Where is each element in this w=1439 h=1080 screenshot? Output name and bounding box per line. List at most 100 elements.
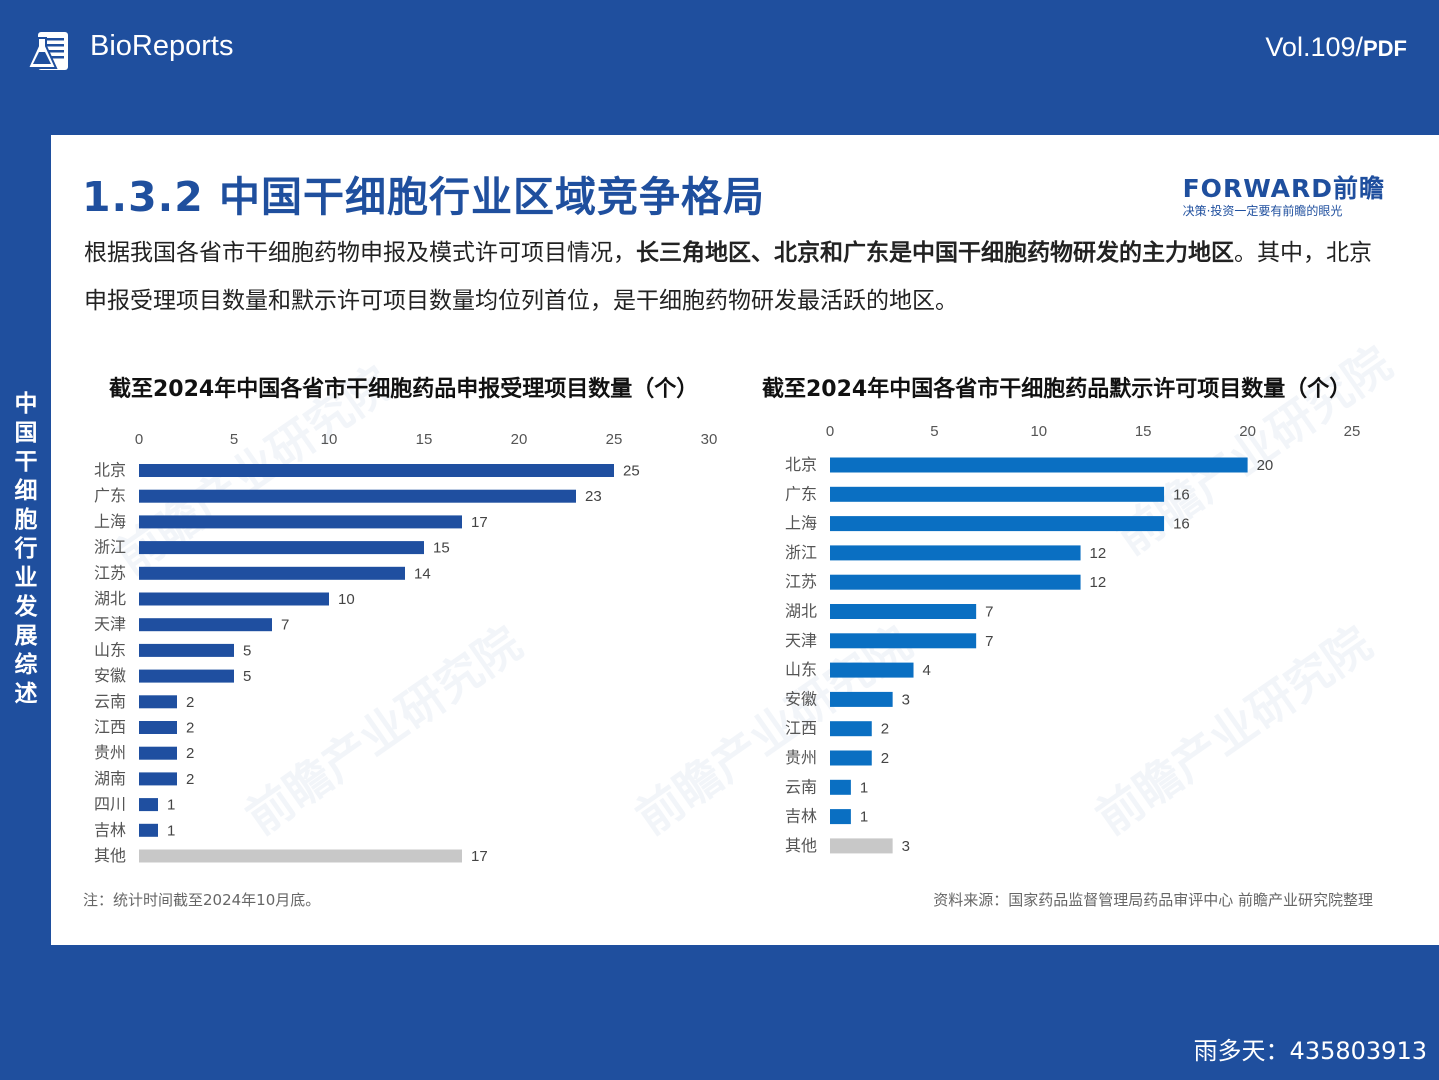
bar-浙江 xyxy=(139,541,424,555)
category-label: 云南 xyxy=(785,778,817,796)
bar-安徽 xyxy=(139,669,234,683)
category-label: 安徽 xyxy=(785,690,817,708)
bar-吉林 xyxy=(830,809,851,825)
bar-贵州 xyxy=(830,750,872,766)
bar-上海 xyxy=(139,515,462,529)
bar-value-label: 23 xyxy=(585,488,602,505)
bar-value-label: 17 xyxy=(471,514,488,531)
category-label: 北京 xyxy=(94,462,126,480)
bar-湖南 xyxy=(139,772,177,786)
x-tick-label: 5 xyxy=(230,431,238,448)
category-label: 天津 xyxy=(94,616,126,634)
bar-value-label: 17 xyxy=(471,848,488,865)
footnote: 注：统计时间截至2024年10月底。 xyxy=(83,891,321,909)
bar-value-label: 3 xyxy=(902,691,910,708)
bar-value-label: 2 xyxy=(186,694,194,711)
bar-value-label: 3 xyxy=(902,838,910,855)
bar-value-label: 1 xyxy=(860,779,868,796)
category-label: 北京 xyxy=(785,456,817,474)
x-tick-label: 5 xyxy=(930,423,938,440)
bar-value-label: 15 xyxy=(433,540,450,557)
flask-document-icon xyxy=(26,32,68,70)
bar-value-label: 4 xyxy=(923,662,931,679)
x-tick-label: 10 xyxy=(1030,423,1047,440)
bar-广东 xyxy=(830,486,1165,502)
intro-paragraph: 根据我国各省市干细胞药物申报及模式许可项目情况，长三角地区、北京和广东是中国干细… xyxy=(84,229,1384,325)
bar-四川 xyxy=(139,798,158,812)
category-label: 湖北 xyxy=(94,590,126,608)
category-label: 山东 xyxy=(94,641,126,659)
bar-value-label: 7 xyxy=(985,633,993,650)
bar-北京 xyxy=(830,457,1248,473)
bar-value-label: 25 xyxy=(623,463,640,480)
bar-value-label: 2 xyxy=(186,745,194,762)
vertical-section-title: 中国干细胞行业发展综述 xyxy=(14,391,38,707)
category-label: 天津 xyxy=(785,632,817,650)
bar-value-label: 7 xyxy=(985,604,993,621)
bar-value-label: 16 xyxy=(1173,486,1190,503)
intro-text-bold: 长三角地区、北京和广东是中国干细胞药物研发的主力地区 xyxy=(636,240,1234,266)
bar-value-label: 12 xyxy=(1090,574,1107,591)
x-tick-label: 25 xyxy=(1344,423,1361,440)
content-card: 前瞻产业研究院 前瞻产业研究院 前瞻产业研究院 前瞻产业研究院 前瞻产业研究院 … xyxy=(51,135,1439,945)
bar-value-label: 2 xyxy=(186,720,194,737)
data-source: 资料来源：国家药品监督管理局药品审评中心 前瞻产业研究院整理 xyxy=(933,891,1373,909)
bar-贵州 xyxy=(139,746,177,760)
bar-value-label: 12 xyxy=(1090,545,1107,562)
bar-value-label: 1 xyxy=(167,797,175,814)
bar-其他 xyxy=(139,849,462,863)
volume-label: Vol.109/PDF xyxy=(1265,32,1407,63)
bar-value-label: 10 xyxy=(338,591,355,608)
category-label: 江西 xyxy=(785,720,817,738)
left-chart-title: 截至2024年中国各省市干细胞药品申报受理项目数量（个） xyxy=(109,377,699,402)
bar-天津 xyxy=(139,618,272,632)
x-tick-label: 20 xyxy=(511,431,528,448)
category-label: 浙江 xyxy=(785,544,817,562)
forward-slogan: 决策·投资一定要有前瞻的眼光 xyxy=(1182,204,1343,218)
category-label: 其他 xyxy=(94,847,126,865)
bar-value-label: 5 xyxy=(243,668,251,685)
bar-江苏 xyxy=(830,574,1081,590)
bar-value-label: 16 xyxy=(1173,516,1190,533)
bar-value-label: 20 xyxy=(1257,457,1274,474)
right-chart-title: 截至2024年中国各省市干细胞药品默示许可项目数量（个） xyxy=(762,377,1352,402)
x-tick-label: 10 xyxy=(321,431,338,448)
bar-湖北 xyxy=(139,592,329,606)
bar-山东 xyxy=(139,643,234,657)
bar-北京 xyxy=(139,464,614,477)
category-label: 四川 xyxy=(94,797,126,814)
bar-value-label: 2 xyxy=(881,750,889,767)
x-tick-label: 0 xyxy=(135,431,143,448)
bar-山东 xyxy=(830,662,914,678)
bar-江西 xyxy=(139,721,177,734)
bar-其他 xyxy=(830,838,893,854)
x-tick-label: 20 xyxy=(1239,423,1256,440)
category-label: 安徽 xyxy=(94,667,126,685)
category-label: 上海 xyxy=(94,513,126,531)
bar-浙江 xyxy=(830,545,1081,561)
bar-云南 xyxy=(830,779,851,795)
category-label: 贵州 xyxy=(785,749,817,767)
category-label: 江苏 xyxy=(785,573,817,591)
bar-广东 xyxy=(139,489,576,503)
bar-value-label: 2 xyxy=(881,721,889,738)
category-label: 浙江 xyxy=(94,539,126,557)
category-label: 云南 xyxy=(94,693,126,711)
category-label: 江苏 xyxy=(94,564,126,582)
x-tick-label: 15 xyxy=(1135,423,1152,440)
category-label: 广东 xyxy=(785,485,817,503)
category-label: 吉林 xyxy=(94,821,126,839)
bar-上海 xyxy=(830,516,1165,532)
volume-format: PDF xyxy=(1363,36,1407,61)
volume-number: Vol.109/ xyxy=(1265,32,1363,62)
bar-value-label: 2 xyxy=(186,771,194,788)
category-label: 山东 xyxy=(785,661,817,679)
bar-江西 xyxy=(830,721,872,737)
brand-name: BioReports xyxy=(90,30,234,62)
bar-云南 xyxy=(139,695,177,709)
category-label: 贵州 xyxy=(94,744,126,762)
section-title: 1.3.2 中国干细胞行业区域竞争格局 xyxy=(82,173,766,221)
bar-value-label: 5 xyxy=(243,642,251,659)
